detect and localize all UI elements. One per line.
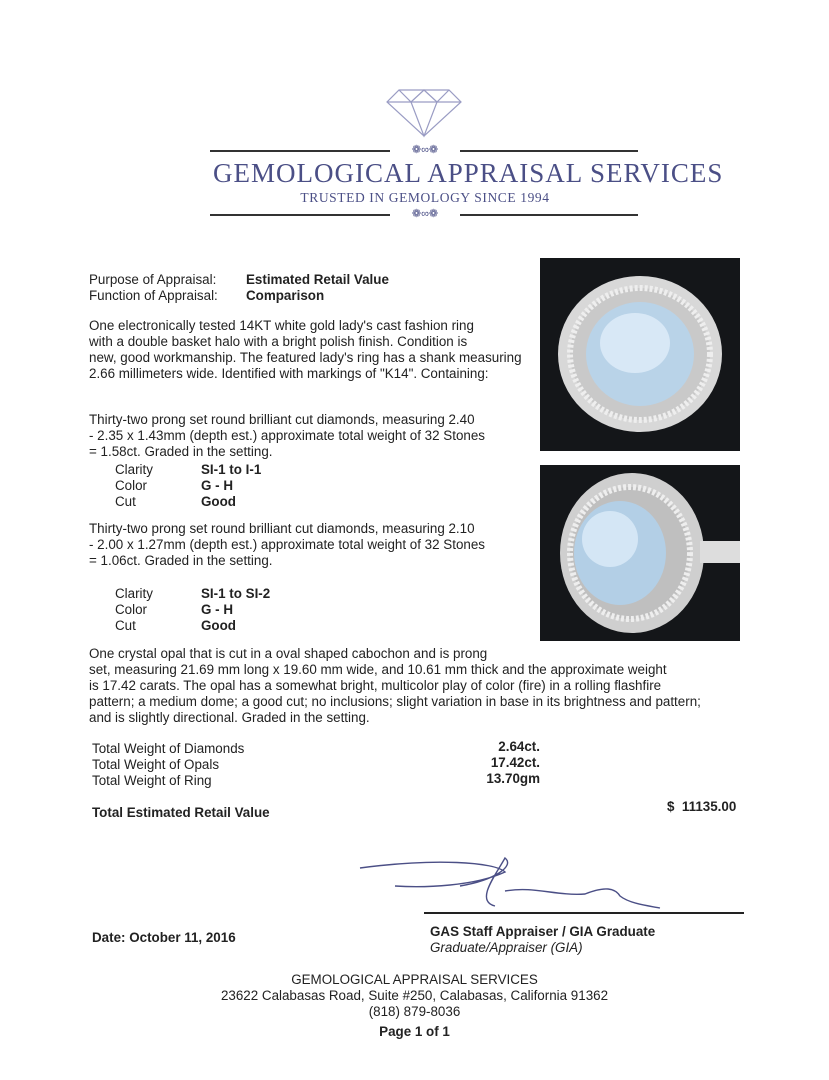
header-rule-top-right <box>460 150 638 152</box>
diamonds2-description: Thirty-two prong set round brilliant cut… <box>89 521 485 568</box>
purpose-label: Purpose of Appraisal: <box>89 272 217 287</box>
purpose-value: Estimated Retail Value <box>246 272 389 287</box>
header-rule-bottom-left <box>210 214 390 216</box>
header-rule-top-left <box>210 150 390 152</box>
diamonds1-grades: Clarity SI-1 to I-1 Color G - H Cut Good <box>115 462 262 509</box>
signer-subtitle: Graduate/Appraiser (GIA) <box>430 940 583 955</box>
function-value: Comparison <box>246 288 325 303</box>
company-tagline: TRUSTED IN GEMOLOGY SINCE 1994 <box>300 190 550 205</box>
ornament-icon: ❁∞❁ <box>411 144 439 156</box>
retail-value: $ 11135.00 <box>667 799 737 814</box>
signer-title: GAS Staff Appraiser / GIA Graduate <box>430 924 656 939</box>
ornament-icon: ❁∞❁ <box>411 208 439 220</box>
signature-line <box>424 912 744 914</box>
signature <box>359 856 661 909</box>
ring-description: One electronically tested 14KT white gol… <box>89 318 522 381</box>
totals-labels: Total Weight of Diamonds Total Weight of … <box>92 741 245 788</box>
appraisal-date: Date: October 11, 2016 <box>92 930 236 945</box>
retail-label: Total Estimated Retail Value <box>92 805 270 820</box>
company-title: GEMOLOGICAL APPRAISAL SERVICES <box>213 158 724 188</box>
opal-description: One crystal opal that is cut in a oval s… <box>89 646 701 725</box>
header-rule-bottom-right <box>460 214 638 216</box>
footer: GEMOLOGICAL APPRAISAL SERVICES 23622 Cal… <box>220 972 609 1039</box>
ring-photo-top <box>540 258 740 451</box>
diamonds2-grades: Clarity SI-1 to SI-2 Color G - H Cut Good <box>115 586 271 633</box>
diamond-logo-icon <box>386 89 462 138</box>
ring-photo-side <box>540 465 740 641</box>
diamonds1-description: Thirty-two prong set round brilliant cut… <box>89 412 485 459</box>
totals-values: 2.64ct. 17.42ct. 13.70gm <box>486 739 540 786</box>
function-label: Function of Appraisal: <box>89 288 218 303</box>
